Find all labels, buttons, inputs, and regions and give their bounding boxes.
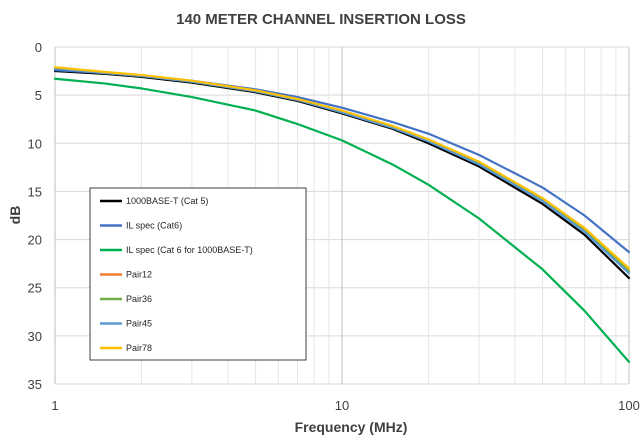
series-lines	[53, 66, 631, 363]
legend-label: Pair45	[126, 319, 152, 329]
x-tick-label: 1	[51, 398, 58, 413]
y-tick-label: 25	[28, 281, 42, 296]
y-tick-label: 30	[28, 329, 42, 344]
y-axis-title: dB	[7, 206, 23, 225]
y-tick-label: 5	[35, 88, 42, 103]
series-line-7	[53, 66, 631, 270]
legend-label: Pair36	[126, 294, 152, 304]
y-tick-label: 20	[28, 233, 42, 248]
y-tick-label: 15	[28, 184, 42, 199]
legend: 1000BASE-T (Cat 5) IL spec (Cat6) IL spec …	[89, 187, 307, 361]
series-line-3	[53, 77, 631, 363]
y-tick-label: 35	[28, 377, 42, 392]
x-axis-title: Frequency (MHz)	[295, 419, 408, 435]
y-tick-label: 0	[35, 40, 42, 55]
chart-title: 140 METER CHANNEL INSERTION LOSS	[176, 11, 466, 28]
y-tick-label: 10	[28, 136, 42, 151]
legend-label: IL spec (Cat 6 for 1000BASE-T)	[126, 245, 253, 255]
legend-box	[89, 187, 307, 361]
x-tick-label: 100	[618, 398, 640, 413]
tick-labels: 0 5 10 15 20 25 30 35 1 10 100	[28, 40, 640, 413]
legend-label: IL spec (Cat6)	[126, 221, 182, 231]
legend-label: Pair12	[126, 270, 152, 280]
x-tick-label: 10	[335, 398, 349, 413]
legend-label: Pair78	[126, 343, 152, 353]
legend-label: 1000BASE-T (Cat 5)	[126, 196, 208, 206]
